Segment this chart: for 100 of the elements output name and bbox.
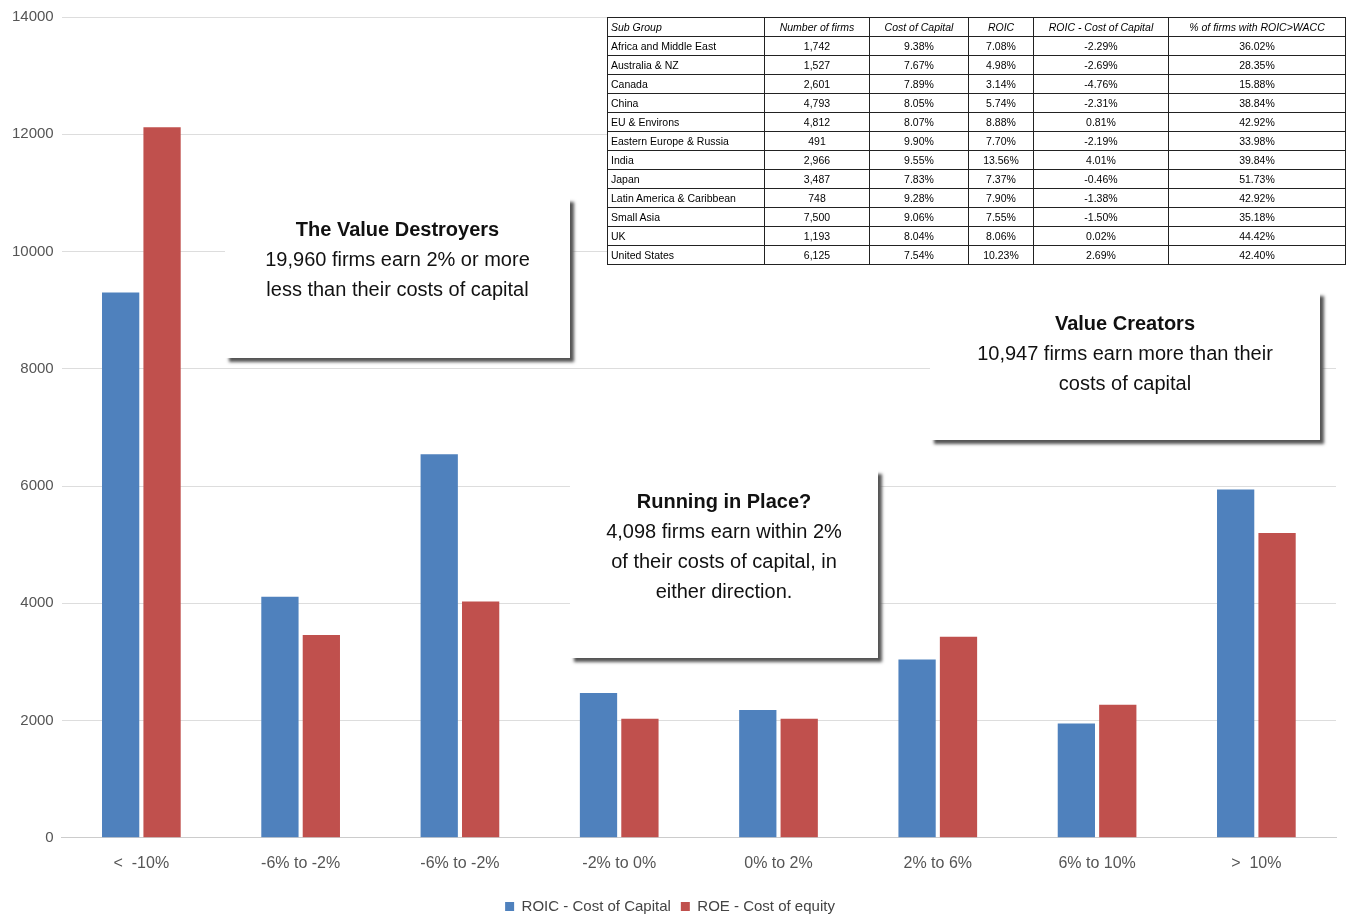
category-label: Small Asia [611,211,661,223]
legend-label: ROIC - Cost of Capital [521,896,671,914]
text: 0.81% [1086,116,1116,128]
text: 28.35% [1239,59,1275,71]
text: -0.46% [1084,173,1118,185]
text: 33.98% [1239,135,1275,147]
category-label: % of firms with ROIC>WACC [1168,17,1346,37]
text: 7.54% [904,249,934,261]
text: 7.08% [986,40,1016,52]
text: -2.69% [1084,59,1118,71]
x-tick-label: -6% to -2% [420,853,500,871]
category-label: India [611,154,634,166]
text: 1,742 [803,40,831,52]
y-tick-label: 4000 [20,593,54,611]
text: 42.40% [1239,249,1275,261]
y-tick-label: 0 [45,827,54,845]
text: 5.74% [986,97,1016,109]
text: 7,500 [803,211,831,223]
text: 2,601 [803,78,831,90]
text: 8.05% [904,97,934,109]
bar [1057,723,1095,838]
text: 748 [808,192,826,204]
y-tick-label: 12000 [11,124,54,142]
bar [1099,704,1137,838]
category-label: Africa and Middle East [611,40,717,52]
text: -2.19% [1084,135,1118,147]
text: -2.31% [1084,97,1118,109]
text: 35.18% [1239,211,1275,223]
text: 42.92% [1239,192,1275,204]
callout-box: Running in Place? 4,098 firms earn within 2% of their costs of capital, in either direction. [570,470,878,658]
x-tick-label: 6% to 10% [1058,853,1136,871]
text: 4,793 [803,97,831,109]
callout-box: The Value Destroyers 19,960 firms earn 2% or more less than their costs of capital [225,198,570,358]
text: 44.42% [1239,230,1275,242]
text: -1.50% [1084,211,1118,223]
text: 9.06% [904,211,934,223]
bar [1258,532,1296,838]
y-tick-label: 10000 [11,241,54,259]
text: 2,966 [803,154,831,166]
category-label: United States [611,249,675,261]
callout-box: Value Creators 10,947 firms earn more than their costs of capital [930,292,1320,440]
category-label: Australia & NZ [611,59,679,71]
text: 4.98% [986,59,1016,71]
category-label: Canada [611,78,648,90]
text: 9.28% [904,192,934,204]
text: 39.84% [1239,154,1275,166]
category-label: EU & Environs [611,116,680,128]
category-label: UK [611,230,626,242]
category-label: Latin America & Caribbean [611,192,736,204]
text: 7.89% [904,78,934,90]
text: 36.02% [1239,40,1275,52]
text: 3.14% [986,78,1016,90]
bar [1217,489,1255,838]
x-tick-label: < -10% [113,853,170,871]
bar [898,659,936,838]
x-tick-label: > 10% [1231,853,1282,871]
text: 9.38% [904,40,934,52]
y-tick-label: 14000 [11,7,54,25]
text: -4.76% [1084,78,1118,90]
bar [939,636,978,838]
text: 8.06% [986,230,1016,242]
category-label: Eastern Europe & Russia [611,135,729,147]
text: 8.88% [986,116,1016,128]
bar [739,709,777,838]
text: 51.73% [1239,173,1275,185]
bar [143,127,181,838]
text: 7.70% [986,135,1016,147]
category-label: Cost of Capital [869,17,969,37]
text: 10.23% [983,249,1019,261]
text: 7.90% [986,192,1016,204]
bar [420,454,458,838]
x-tick-label: -2% to 0% [582,853,657,871]
bar [579,692,618,838]
category-label: Number of firms [764,17,870,37]
y-tick-label: 2000 [20,710,54,728]
text: 38.84% [1239,97,1275,109]
text: 1,193 [803,230,831,242]
text: 42.92% [1239,116,1275,128]
bar [462,601,500,838]
x-tick-label: 2% to 6% [903,853,973,871]
category-label: Japan [611,173,640,185]
text: -1.38% [1084,192,1118,204]
text: 1,527 [803,59,831,71]
text: 9.55% [904,154,934,166]
text: 9.90% [904,135,934,147]
bar [780,718,818,838]
bar [302,634,340,838]
x-tick-label: -6% to -2% [261,853,341,871]
text: Sub Group [607,17,765,37]
text: 8.04% [904,230,934,242]
text: 7.67% [904,59,934,71]
category-label: ROIC [968,17,1034,37]
bar [102,292,140,838]
text: 8.07% [904,116,934,128]
y-tick-label: 8000 [20,358,54,376]
text: 13.56% [983,154,1019,166]
category-label: China [611,97,639,109]
text: 4.01% [1086,154,1116,166]
text: -2.29% [1084,40,1118,52]
text: 15.88% [1239,78,1275,90]
